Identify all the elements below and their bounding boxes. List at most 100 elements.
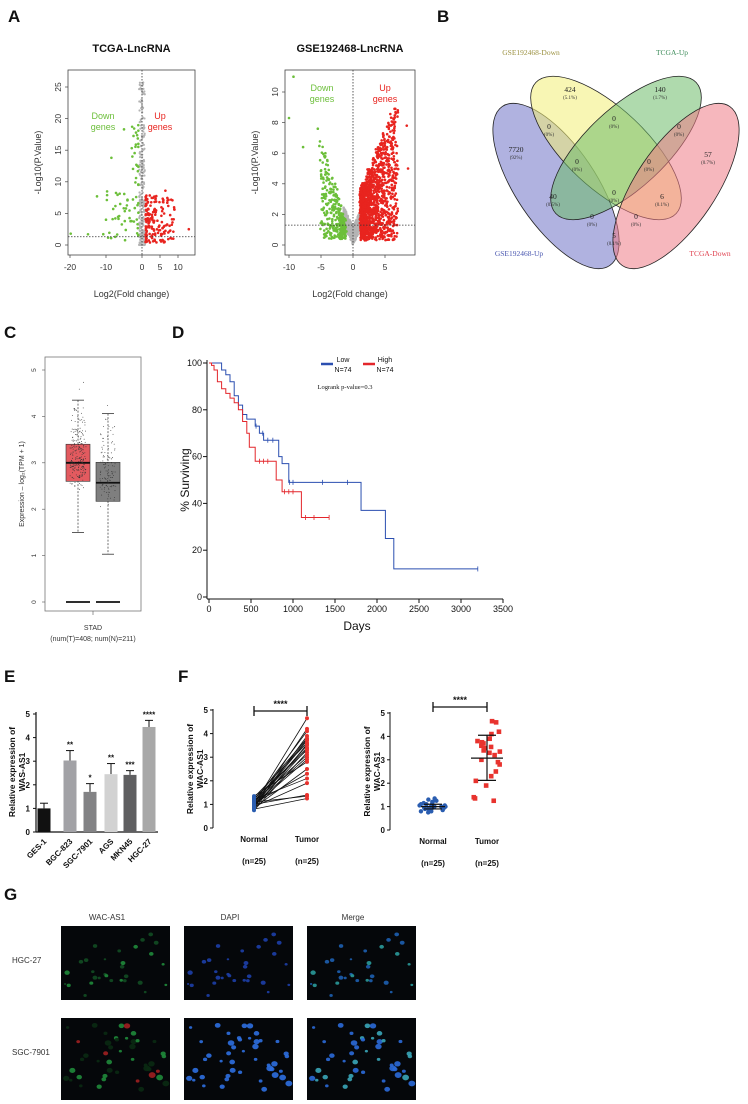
volcano-point <box>389 220 392 223</box>
volcano-point <box>324 192 328 196</box>
bar-ges-1 <box>37 808 51 832</box>
cell-nucleus <box>120 960 126 966</box>
jitter-point <box>71 482 73 484</box>
volcano-point <box>136 203 139 207</box>
x-tick-label: 0 <box>351 262 356 272</box>
volcano-point <box>329 211 333 215</box>
volcano-point <box>344 225 347 229</box>
jitter-point <box>72 441 74 443</box>
volcano-point <box>385 226 389 229</box>
volcano-point <box>142 148 145 151</box>
jitter-point <box>78 388 80 390</box>
jitter-point <box>69 463 71 465</box>
volcano-point <box>385 202 388 206</box>
cell-nucleus <box>241 1023 248 1029</box>
jitter-point <box>82 430 84 432</box>
cell-nucleus <box>394 1072 402 1078</box>
cell-nucleus <box>186 1075 193 1081</box>
volcano-point <box>360 191 363 195</box>
volcano-point <box>319 177 323 180</box>
volcano-point <box>136 137 140 140</box>
cell-nucleus <box>78 959 84 964</box>
volcano-point <box>395 144 399 148</box>
volcano-point <box>138 229 141 232</box>
volcano-point <box>144 225 148 228</box>
y-tick-label: 5 <box>31 368 38 372</box>
volcano-point <box>115 233 119 236</box>
jitter-point <box>74 407 76 409</box>
volcano-point <box>145 236 148 240</box>
tumor-point <box>487 750 492 756</box>
jitter-point <box>100 470 102 472</box>
cell-nucleus <box>325 1057 331 1062</box>
y-tick-label: 4 <box>204 730 209 739</box>
jitter-point <box>84 441 86 443</box>
jitter-point <box>78 463 79 465</box>
volcano-point <box>136 233 140 237</box>
volcano-point <box>319 221 323 225</box>
jitter-point <box>71 447 73 448</box>
cell-nucleus <box>242 964 248 969</box>
cell-nucleus <box>83 994 87 997</box>
jitter-point <box>110 430 112 432</box>
volcano-point <box>372 206 376 209</box>
volcano-point <box>390 212 394 216</box>
jitter-point <box>72 468 74 470</box>
jitter-point <box>71 483 73 485</box>
tumor-point <box>481 748 486 753</box>
jitter-point <box>75 474 77 476</box>
significance-label: ** <box>108 754 115 763</box>
volcano-point <box>338 237 342 240</box>
cell-nucleus <box>354 1045 360 1050</box>
jitter-point <box>107 481 109 483</box>
cell-nucleus <box>104 1040 112 1046</box>
volcano-point <box>395 235 398 238</box>
y-tick-label: 5 <box>26 710 31 719</box>
jitter-point <box>107 480 109 482</box>
y-axis-label: -Log10(P.Value) <box>33 131 43 195</box>
volcano-point <box>355 222 358 225</box>
cell-nucleus <box>381 1079 386 1083</box>
cell-nucleus <box>350 1040 358 1046</box>
jitter-point <box>80 412 82 414</box>
row-label: HGC-27 <box>12 956 42 965</box>
jitter-point <box>109 475 111 477</box>
jitter-point <box>115 485 117 487</box>
volcano-point <box>152 227 155 231</box>
cell-nucleus <box>253 1057 258 1061</box>
cell-nucleus <box>227 1040 235 1046</box>
venn-region-count: 0 <box>634 212 638 221</box>
x-tick-label: 0 <box>140 262 145 272</box>
y-tick-label: 0 <box>197 592 202 602</box>
volcano-point <box>135 218 139 221</box>
volcano-point <box>395 151 398 155</box>
volcano-point <box>358 193 362 197</box>
jitter-point <box>80 443 82 445</box>
volcano-point <box>375 174 379 177</box>
jitter-point <box>78 446 80 448</box>
volcano-point <box>325 176 329 179</box>
jitter-point <box>71 445 73 447</box>
y-axis-label: % Surviving <box>178 448 192 511</box>
tumor-point <box>482 745 488 751</box>
venn-region-percent: (0%) <box>609 125 619 130</box>
significance-label: ** <box>67 741 74 750</box>
volcano-point <box>328 227 331 230</box>
volcano-point <box>337 203 341 207</box>
cell-nucleus <box>237 1070 243 1075</box>
volcano-point <box>365 209 369 212</box>
venn-region-count: 6 <box>660 192 664 201</box>
volcano-point <box>330 222 334 225</box>
tumor-point <box>479 743 484 749</box>
volcano-point <box>394 173 398 177</box>
jitter-point <box>100 434 102 436</box>
volcano-point <box>320 196 324 200</box>
volcano-point <box>375 205 379 208</box>
cell-nucleus <box>272 951 277 956</box>
volcano-point <box>135 164 139 168</box>
volcano-point <box>164 189 167 192</box>
jitter-point <box>78 477 80 479</box>
micrograph-background <box>184 926 293 1000</box>
volcano-point <box>332 190 335 194</box>
volcano-point <box>368 197 372 200</box>
